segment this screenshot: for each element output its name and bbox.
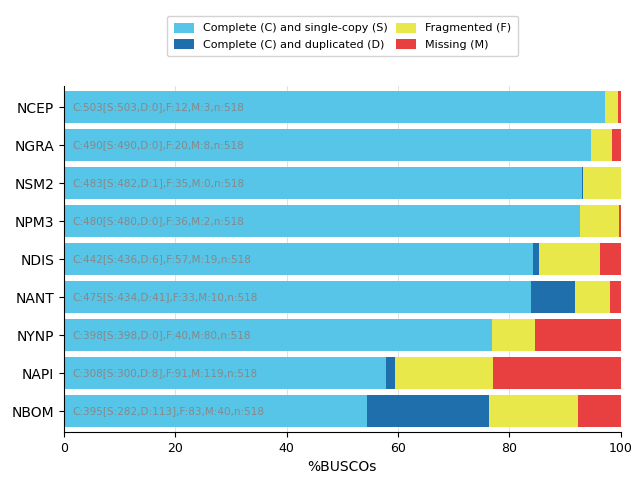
Bar (610, 281, 621, 313)
Bar (619, 205, 621, 238)
Legend: Complete (C) and single-copy (S), Complete (C) and duplicated (D), Fragmented (F: Complete (C) and single-copy (S), Comple… (167, 16, 518, 56)
Bar (583, 167, 621, 199)
Bar (64, 243, 532, 276)
Bar (64, 281, 531, 313)
Text: C:442[S:436,D:6],F:57,M:19,n:518: C:442[S:436,D:6],F:57,M:19,n:518 (72, 254, 252, 264)
Bar (492, 319, 535, 351)
Bar (578, 395, 621, 427)
Bar (575, 281, 610, 313)
Bar (387, 357, 395, 389)
Bar (64, 167, 582, 199)
Bar (64, 205, 580, 238)
Bar (493, 357, 621, 389)
X-axis label: %BUSCOs: %BUSCOs (308, 460, 377, 474)
Text: C:395[S:282,D:113],F:83,M:40,n:518: C:395[S:282,D:113],F:83,M:40,n:518 (72, 406, 264, 416)
Bar (582, 167, 583, 199)
Bar (605, 91, 618, 123)
Bar (64, 395, 367, 427)
Bar (612, 129, 621, 161)
Bar (591, 129, 612, 161)
Bar (580, 205, 619, 238)
Text: C:480[S:480,D:0],F:36,M:2,n:518: C:480[S:480,D:0],F:36,M:2,n:518 (72, 216, 244, 226)
Bar (618, 91, 621, 123)
Bar (64, 319, 492, 351)
Bar (64, 129, 591, 161)
Bar (600, 243, 621, 276)
Text: C:490[S:490,D:0],F:20,M:8,n:518: C:490[S:490,D:0],F:20,M:8,n:518 (72, 140, 244, 150)
Bar (531, 281, 575, 313)
Bar (539, 243, 600, 276)
Bar (488, 395, 578, 427)
Text: C:475[S:434,D:41],F:33,M:10,n:518: C:475[S:434,D:41],F:33,M:10,n:518 (72, 292, 258, 302)
Bar (64, 91, 605, 123)
Bar (532, 243, 539, 276)
Bar (395, 357, 493, 389)
Text: C:503[S:503,D:0],F:12,M:3,n:518: C:503[S:503,D:0],F:12,M:3,n:518 (72, 102, 244, 112)
Text: C:483[S:482,D:1],F:35,M:0,n:518: C:483[S:482,D:1],F:35,M:0,n:518 (72, 178, 244, 188)
Text: C:398[S:398,D:0],F:40,M:80,n:518: C:398[S:398,D:0],F:40,M:80,n:518 (72, 330, 251, 340)
Bar (367, 395, 488, 427)
Text: C:308[S:300,D:8],F:91,M:119,n:518: C:308[S:300,D:8],F:91,M:119,n:518 (72, 368, 257, 378)
Bar (535, 319, 621, 351)
Bar (64, 357, 387, 389)
